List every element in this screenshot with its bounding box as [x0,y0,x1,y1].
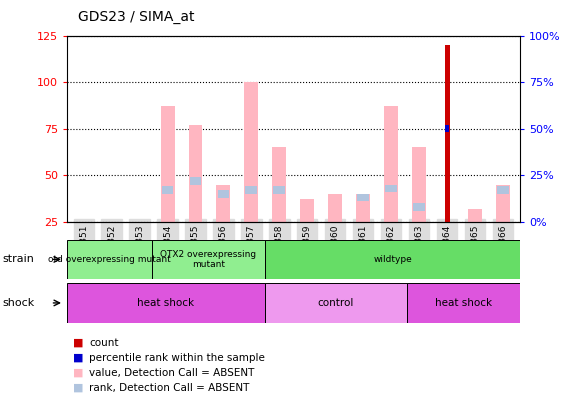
Bar [445,125,449,132]
Text: heat shock: heat shock [137,298,195,308]
Bar [468,209,482,222]
Bar [162,187,174,194]
Text: count: count [89,337,119,348]
Text: OTX2 overexpressing
mutant: OTX2 overexpressing mutant [160,250,256,269]
Bar [67,240,152,279]
Text: otd overexpressing mutant: otd overexpressing mutant [48,255,171,264]
Bar [384,107,399,222]
Bar [217,185,231,222]
Text: GDS23 / SIMA_at: GDS23 / SIMA_at [78,10,195,24]
Text: ■: ■ [73,352,83,363]
Bar [356,194,370,222]
Bar [189,177,202,185]
Bar [496,185,510,222]
Bar [497,187,509,194]
Bar [407,283,520,323]
Bar [217,190,229,198]
Text: control: control [318,298,354,308]
Bar [272,147,286,222]
Text: ■: ■ [73,383,83,393]
Bar [274,187,285,194]
Text: strain: strain [3,254,35,265]
Bar [160,107,174,222]
Bar [445,45,450,222]
Text: rank, Detection Call = ABSENT: rank, Detection Call = ABSENT [89,383,249,393]
Bar [152,240,265,279]
Text: ■: ■ [73,367,83,378]
Bar [245,82,259,222]
Bar [265,283,407,323]
Bar [357,194,370,201]
Bar [328,194,342,222]
Text: wildtype: wildtype [373,255,412,264]
Bar [413,147,426,222]
Bar [413,203,425,211]
Text: value, Detection Call = ABSENT: value, Detection Call = ABSENT [89,367,254,378]
Text: heat shock: heat shock [435,298,492,308]
Bar [246,187,257,194]
Bar [67,283,265,323]
Bar [265,240,520,279]
Bar [300,200,314,222]
Text: shock: shock [3,298,35,308]
Text: ■: ■ [73,337,83,348]
Bar [385,185,397,192]
Bar [188,125,203,222]
Text: percentile rank within the sample: percentile rank within the sample [89,352,265,363]
